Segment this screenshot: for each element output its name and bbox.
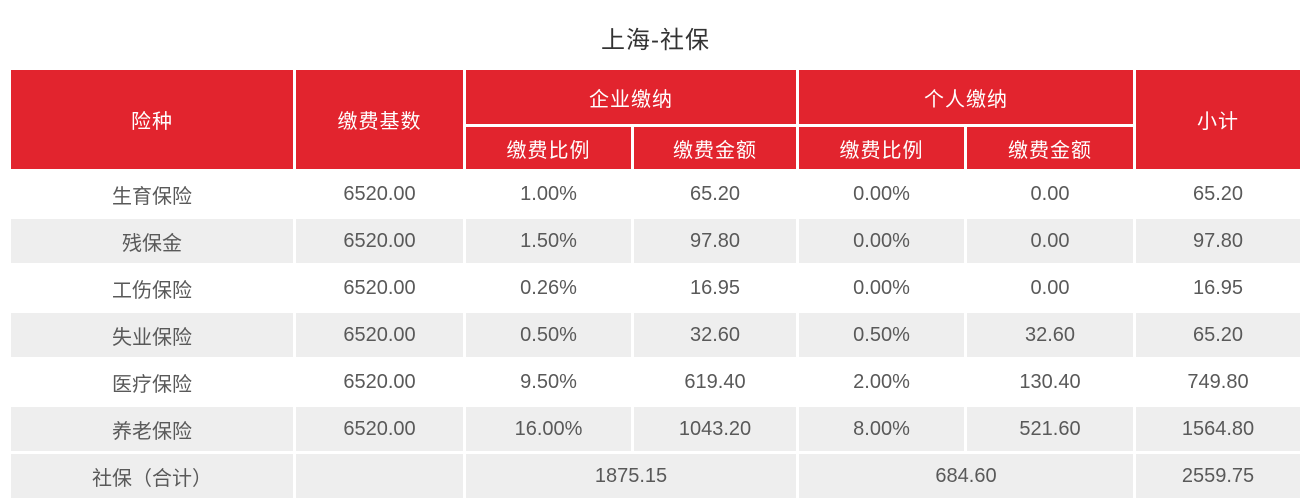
total-cell-subtotal: 2559.75 (1136, 454, 1300, 498)
cell-subtotal: 16.95 (1136, 266, 1300, 310)
header-personal-ratio: 缴费比例 (799, 127, 964, 169)
cell-company-amount: 16.95 (634, 266, 796, 310)
cell-subtotal: 97.80 (1136, 219, 1300, 263)
table-body: 生育保险 6520.00 1.00% 65.20 0.00% 0.00 65.2… (11, 172, 1300, 498)
cell-subtotal: 65.20 (1136, 172, 1300, 216)
header-company-ratio: 缴费比例 (466, 127, 631, 169)
cell-personal-amount: 0.00 (967, 219, 1133, 263)
cell-company-amount: 1043.20 (634, 407, 796, 451)
header-personal-group: 个人缴纳 (799, 70, 1133, 124)
cell-payment-base: 6520.00 (296, 172, 463, 216)
cell-payment-base: 6520.00 (296, 407, 463, 451)
cell-payment-base: 6520.00 (296, 313, 463, 357)
total-row: 社保（合计） 1875.15 684.60 2559.75 (11, 454, 1300, 498)
total-cell-company: 1875.15 (466, 454, 796, 498)
table-row: 工伤保险 6520.00 0.26% 16.95 0.00% 0.00 16.9… (11, 266, 1300, 310)
cell-insurance-name: 失业保险 (11, 313, 293, 357)
table-row: 医疗保险 6520.00 9.50% 619.40 2.00% 130.40 7… (11, 360, 1300, 404)
cell-insurance-name: 残保金 (11, 219, 293, 263)
table-row: 残保金 6520.00 1.50% 97.80 0.00% 0.00 97.80 (11, 219, 1300, 263)
header-insurance-type: 险种 (11, 70, 293, 169)
table-header: 险种 缴费基数 企业缴纳 个人缴纳 小计 缴费比例 缴费金额 缴费比例 缴费金额 (11, 70, 1300, 169)
table-row: 养老保险 6520.00 16.00% 1043.20 8.00% 521.60… (11, 407, 1300, 451)
cell-personal-ratio: 8.00% (799, 407, 964, 451)
cell-personal-amount: 0.00 (967, 172, 1133, 216)
cell-personal-ratio: 0.00% (799, 172, 964, 216)
total-row-label: 社保（合计） (11, 454, 293, 498)
header-company-group: 企业缴纳 (466, 70, 796, 124)
cell-insurance-name: 养老保险 (11, 407, 293, 451)
cell-company-ratio: 1.50% (466, 219, 631, 263)
cell-personal-ratio: 0.50% (799, 313, 964, 357)
cell-personal-amount: 0.00 (967, 266, 1133, 310)
cell-company-amount: 619.40 (634, 360, 796, 404)
cell-personal-ratio: 0.00% (799, 219, 964, 263)
cell-subtotal: 65.20 (1136, 313, 1300, 357)
cell-payment-base: 6520.00 (296, 219, 463, 263)
header-company-amount: 缴费金额 (634, 127, 796, 169)
page-title: 上海-社保 (601, 27, 710, 54)
cell-payment-base: 6520.00 (296, 360, 463, 404)
cell-company-amount: 97.80 (634, 219, 796, 263)
cell-company-ratio: 1.00% (466, 172, 631, 216)
cell-subtotal: 1564.80 (1136, 407, 1300, 451)
table-row: 生育保险 6520.00 1.00% 65.20 0.00% 0.00 65.2… (11, 172, 1300, 216)
cell-insurance-name: 工伤保险 (11, 266, 293, 310)
cell-insurance-name: 生育保险 (11, 172, 293, 216)
cell-personal-ratio: 0.00% (799, 266, 964, 310)
cell-company-amount: 65.20 (634, 172, 796, 216)
header-subtotal: 小计 (1136, 70, 1300, 169)
cell-personal-amount: 32.60 (967, 313, 1133, 357)
cell-payment-base: 6520.00 (296, 266, 463, 310)
header-payment-base: 缴费基数 (296, 70, 463, 169)
cell-company-ratio: 9.50% (466, 360, 631, 404)
cell-subtotal: 749.80 (1136, 360, 1300, 404)
table-row: 失业保险 6520.00 0.50% 32.60 0.50% 32.60 65.… (11, 313, 1300, 357)
cell-insurance-name: 医疗保险 (11, 360, 293, 404)
total-cell-personal: 684.60 (799, 454, 1133, 498)
cell-personal-amount: 521.60 (967, 407, 1133, 451)
header-sub-row: 缴费比例 缴费金额 缴费比例 缴费金额 (11, 127, 1300, 169)
social-insurance-table: 险种 缴费基数 企业缴纳 个人缴纳 小计 缴费比例 缴费金额 缴费比例 缴费金额… (8, 67, 1303, 501)
header-personal-amount: 缴费金额 (967, 127, 1133, 169)
cell-company-ratio: 16.00% (466, 407, 631, 451)
cell-personal-ratio: 2.00% (799, 360, 964, 404)
cell-company-ratio: 0.50% (466, 313, 631, 357)
cell-company-ratio: 0.26% (466, 266, 631, 310)
header-group-row: 险种 缴费基数 企业缴纳 个人缴纳 小计 (11, 70, 1300, 169)
total-cell-base-empty (296, 454, 463, 498)
cell-company-amount: 32.60 (634, 313, 796, 357)
cell-personal-amount: 130.40 (967, 360, 1133, 404)
